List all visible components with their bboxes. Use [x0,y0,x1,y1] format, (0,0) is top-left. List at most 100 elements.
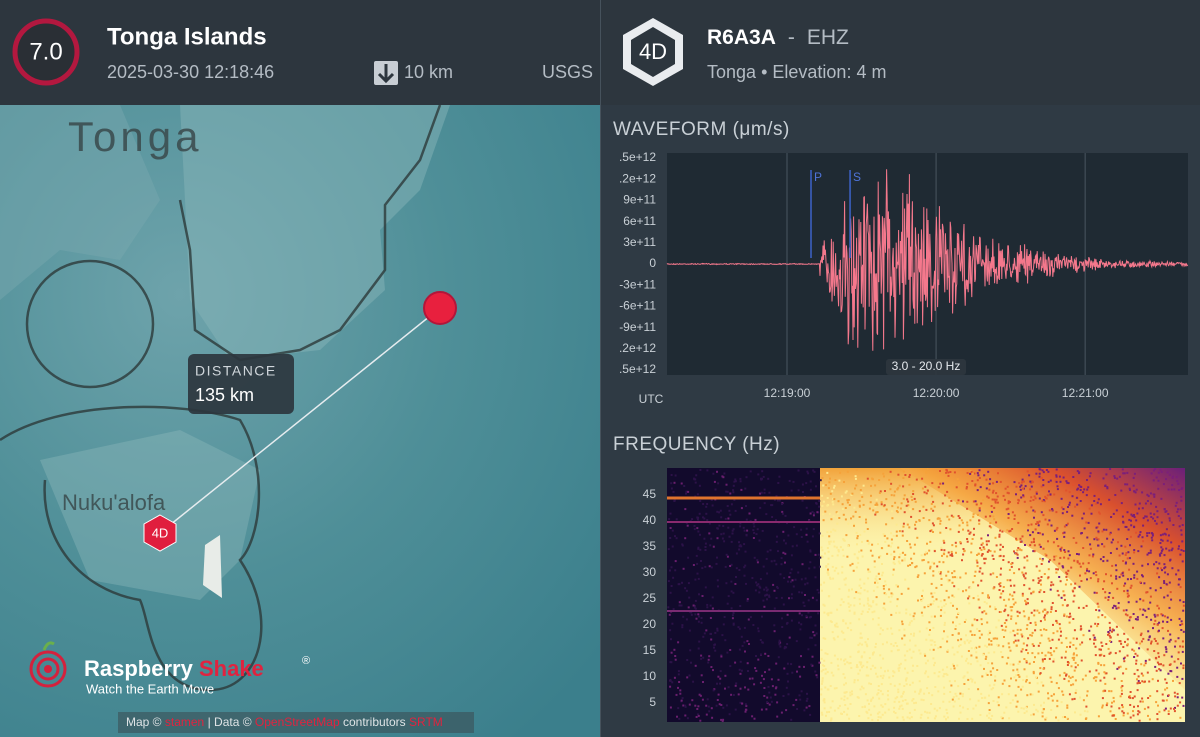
spectrogram-cell [1134,618,1137,621]
spectrogram-cell [966,521,969,524]
spectrogram-cell [912,634,915,637]
spectrogram-cell [699,469,702,471]
spectrogram-cell [1116,587,1119,590]
spectrogram-cell [732,612,735,614]
spectrogram-cell [1130,513,1133,516]
spectrogram-cell [896,506,899,509]
spectrogram-cell [932,574,935,577]
spectrogram-cell [674,569,677,572]
spectrogram-cell [795,640,798,643]
spectrogram-cell [856,556,859,559]
spectrogram-cell [688,596,691,599]
spectrogram-cell [785,686,788,689]
spectrogram-cell [961,695,964,698]
spectrogram-cell [743,566,746,569]
spectrogram-cell [1076,560,1079,563]
spectrogram-cell [995,498,998,501]
spectrogram-cell [980,692,983,695]
spectrogram-cell [740,545,743,548]
spectrogram-cell [1034,528,1037,531]
spectrogram-cell [706,519,709,522]
spectrogram-cell [1017,671,1020,674]
spectrogram-cell [1176,696,1179,699]
spectrogram-cell [1080,580,1083,582]
spectrogram-cell [1032,579,1035,582]
spectrogram-cell [966,540,969,543]
spectrogram-cell [809,561,812,564]
y-tick-label: 6e+11 [623,214,656,228]
spectrogram-cell [884,711,887,714]
spectrogram-cell [882,606,885,609]
spectrogram-cell [1181,487,1184,489]
spectrogram-cell [958,717,960,720]
spectrogram-cell [1039,532,1042,535]
spectrogram-cell [1121,515,1124,518]
spectrogram-cell [1053,558,1056,561]
spectrogram-cell [1168,581,1171,584]
spectrogram-cell [1152,627,1154,630]
station-marker[interactable] [143,514,177,552]
spectrogram-cell [1012,663,1015,666]
spectrogram-cell [897,560,900,563]
spectrogram-cell [1167,713,1170,715]
spectrogram-cell [1015,539,1018,541]
spectrogram-cell [1001,717,1004,720]
spectrogram-cell [1090,625,1093,628]
spectrogram-cell [1075,689,1078,692]
spectrogram-cell [874,581,876,584]
spectrogram-cell [961,521,964,524]
spectrogram-cell [891,632,894,635]
spectrogram-cell [1017,502,1020,505]
attr-data-link[interactable]: OpenStreetMap [255,715,340,729]
epicenter-marker[interactable] [423,291,457,325]
spectrogram-cell [931,495,934,498]
spectrogram-cell [927,675,930,678]
spectrogram-cell [798,612,801,615]
spectrogram-cell [738,627,741,630]
spectrogram-cell [1014,694,1017,697]
spectrogram-cell [1090,512,1093,515]
spectrogram-cell [981,697,983,699]
spectrogram-cell [860,613,863,615]
spectrogram-cell [1089,577,1092,580]
spectrogram-cell [1025,627,1028,630]
spectrogram-cell [1044,614,1046,617]
spectrogram-cell [878,711,881,714]
attr-map-link[interactable]: stamen [165,715,204,729]
network-code: 4D [639,39,667,64]
spectrogram-cell [881,693,884,696]
y-tick-label: .2e+12 [619,171,656,185]
attr-srtm[interactable]: SRTM [409,715,443,729]
spectrogram-cell [1133,551,1136,554]
spectrogram-cell [887,669,889,672]
spectrogram-cell [1126,638,1129,641]
spectrogram-cell [1026,624,1029,627]
spectrogram-cell [992,700,995,702]
spectrogram-cell [778,475,781,478]
spectrogram-cell [1149,512,1152,515]
spectrogram-cell [1044,518,1047,521]
spectrogram-cell [942,675,945,678]
spectrogram-cell [860,685,863,688]
spectrogram-cell [746,640,749,643]
spectrogram-cell [1161,614,1164,617]
spectrogram-cell [886,537,889,540]
spectrogram-cell [711,504,714,507]
spectrogram-cell [823,701,826,704]
spectrogram-cell [821,534,824,537]
spectrogram-cell [977,474,980,477]
spectrogram-cell [1034,621,1037,624]
spectrogram-cell [1092,572,1095,575]
spectrogram-cell [761,529,764,532]
spectrogram-cell [1171,484,1174,487]
spectrogram-cell [978,570,981,573]
spectrogram-cell [844,704,847,706]
spectrogram-cell [740,635,743,638]
spectrogram-cell [672,490,675,493]
spectrogram-cell [1012,603,1015,606]
spectrogram-cell [1141,680,1144,683]
spectrogram-cell [831,490,834,493]
spectrogram-cell [718,524,721,527]
spectrogram-cell [909,546,912,549]
y-tick-label: 20 [643,617,657,631]
